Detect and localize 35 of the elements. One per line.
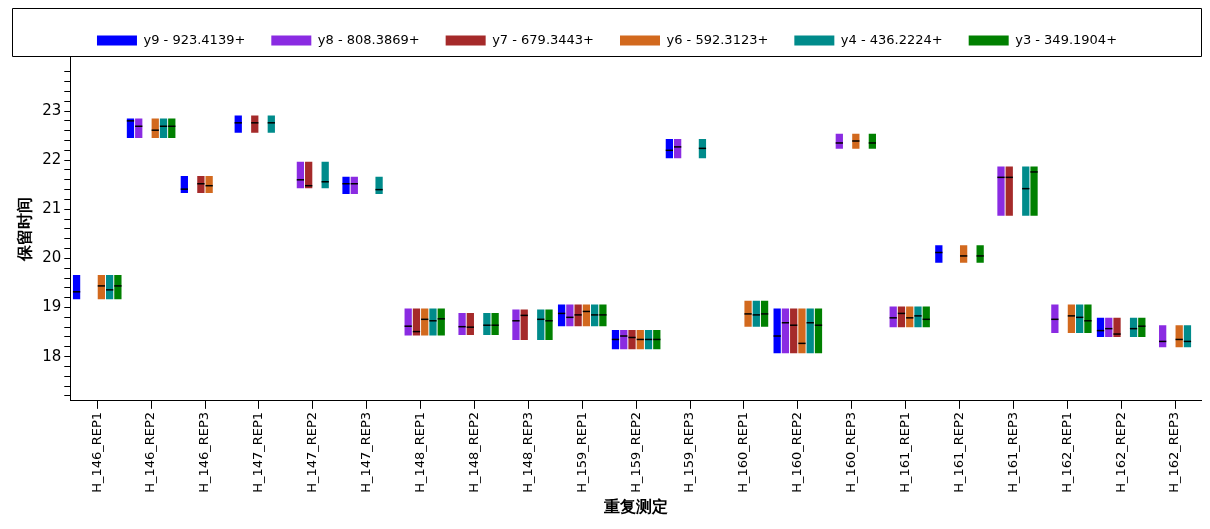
x-tick-label: H_160_REP3 xyxy=(843,411,859,493)
x-tick-label: H_148_REP2 xyxy=(465,411,481,493)
x-tick-label: H_161_REP1 xyxy=(896,411,912,493)
y-tick-label: 19 xyxy=(42,297,62,316)
x-tick-label: H_162_REP2 xyxy=(1112,411,1128,493)
x-tick-label: H_146_REP2 xyxy=(142,411,158,493)
y-tick-label: 22 xyxy=(42,150,62,169)
x-tick-label: H_148_REP1 xyxy=(411,411,427,493)
legend-label: y4 - 436.2224+ xyxy=(840,31,943,47)
x-tick-label: H_147_REP1 xyxy=(250,411,266,493)
x-tick-label: H_161_REP3 xyxy=(1004,411,1020,493)
x-tick-label: H_160_REP2 xyxy=(789,411,805,493)
y-tick-label: 20 xyxy=(42,248,62,267)
x-tick-label: H_147_REP2 xyxy=(304,411,320,493)
x-tick-label: H_146_REP1 xyxy=(88,411,104,493)
x-tick-label: H_147_REP3 xyxy=(358,411,374,493)
x-tick-label: H_162_REP3 xyxy=(1166,411,1182,493)
legend-label: y7 - 679.3443+ xyxy=(492,31,594,47)
x-tick-label: H_159_REP1 xyxy=(573,411,589,493)
x-tick-label: H_161_REP2 xyxy=(950,411,966,493)
y-axis-title: 保留时间 xyxy=(14,196,34,262)
legend-label: y8 - 808.3869+ xyxy=(317,31,420,47)
x-tick-label: H_148_REP3 xyxy=(519,411,535,493)
x-axis-title: 重复测定 xyxy=(603,496,669,516)
legend-label: y3 - 349.1904+ xyxy=(1015,31,1118,47)
x-tick-label: H_162_REP1 xyxy=(1058,411,1074,493)
x-tick-label: H_159_REP3 xyxy=(681,411,697,493)
y-tick-label: 23 xyxy=(42,100,62,119)
y-tick-label: 21 xyxy=(42,199,62,218)
y-tick-label: 18 xyxy=(42,346,62,365)
x-tick-label: H_159_REP2 xyxy=(627,411,643,493)
legend-label: y6 - 592.3123+ xyxy=(666,31,769,47)
x-tick-label: H_146_REP3 xyxy=(196,411,212,493)
legend-label: y9 - 923.4139+ xyxy=(143,31,246,47)
x-tick-label: H_160_REP1 xyxy=(735,411,751,493)
